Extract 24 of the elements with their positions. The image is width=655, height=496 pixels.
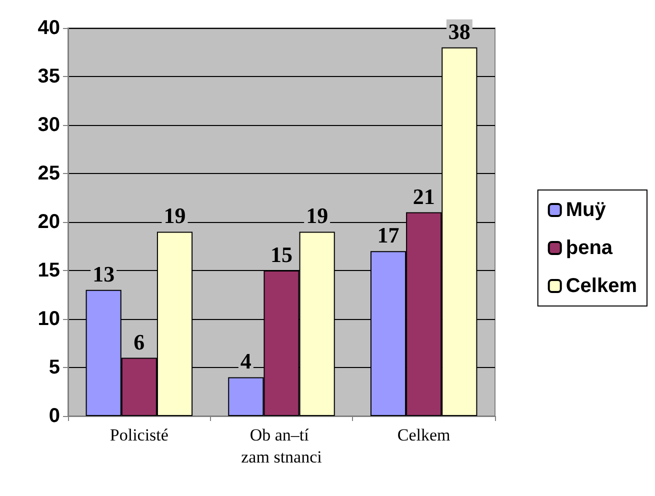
y-tick-label: 40 xyxy=(38,17,60,39)
x-tick-label: Ob an–tí zam stnanci xyxy=(241,426,322,466)
data-label: 13 xyxy=(92,261,115,286)
data-label: 19 xyxy=(164,203,186,228)
y-tick-label: 0 xyxy=(48,405,60,427)
data-label: 19 xyxy=(306,203,328,228)
data-label: 15 xyxy=(270,242,292,267)
data-label: 17 xyxy=(377,222,400,248)
y-tick-label: 20 xyxy=(38,211,60,233)
y-tick-label: 15 xyxy=(38,260,60,282)
legend-label: Celkem xyxy=(566,275,638,297)
legend-label: Muÿ xyxy=(566,199,607,221)
data-label: 6 xyxy=(134,329,145,354)
y-tick-label: 35 xyxy=(38,66,60,88)
data-label: 4 xyxy=(240,348,252,374)
y-tick-label: 10 xyxy=(38,308,60,330)
x-tick-label: Celkem xyxy=(397,426,450,444)
legend-label: þena xyxy=(566,237,614,259)
y-tick-label: 5 xyxy=(48,356,60,378)
y-tick-label: 25 xyxy=(38,162,60,184)
y-tick-label: 30 xyxy=(38,114,60,136)
data-label: 21 xyxy=(412,184,435,209)
data-label: 38 xyxy=(448,18,470,44)
x-tick-label: Policisté xyxy=(110,426,168,444)
